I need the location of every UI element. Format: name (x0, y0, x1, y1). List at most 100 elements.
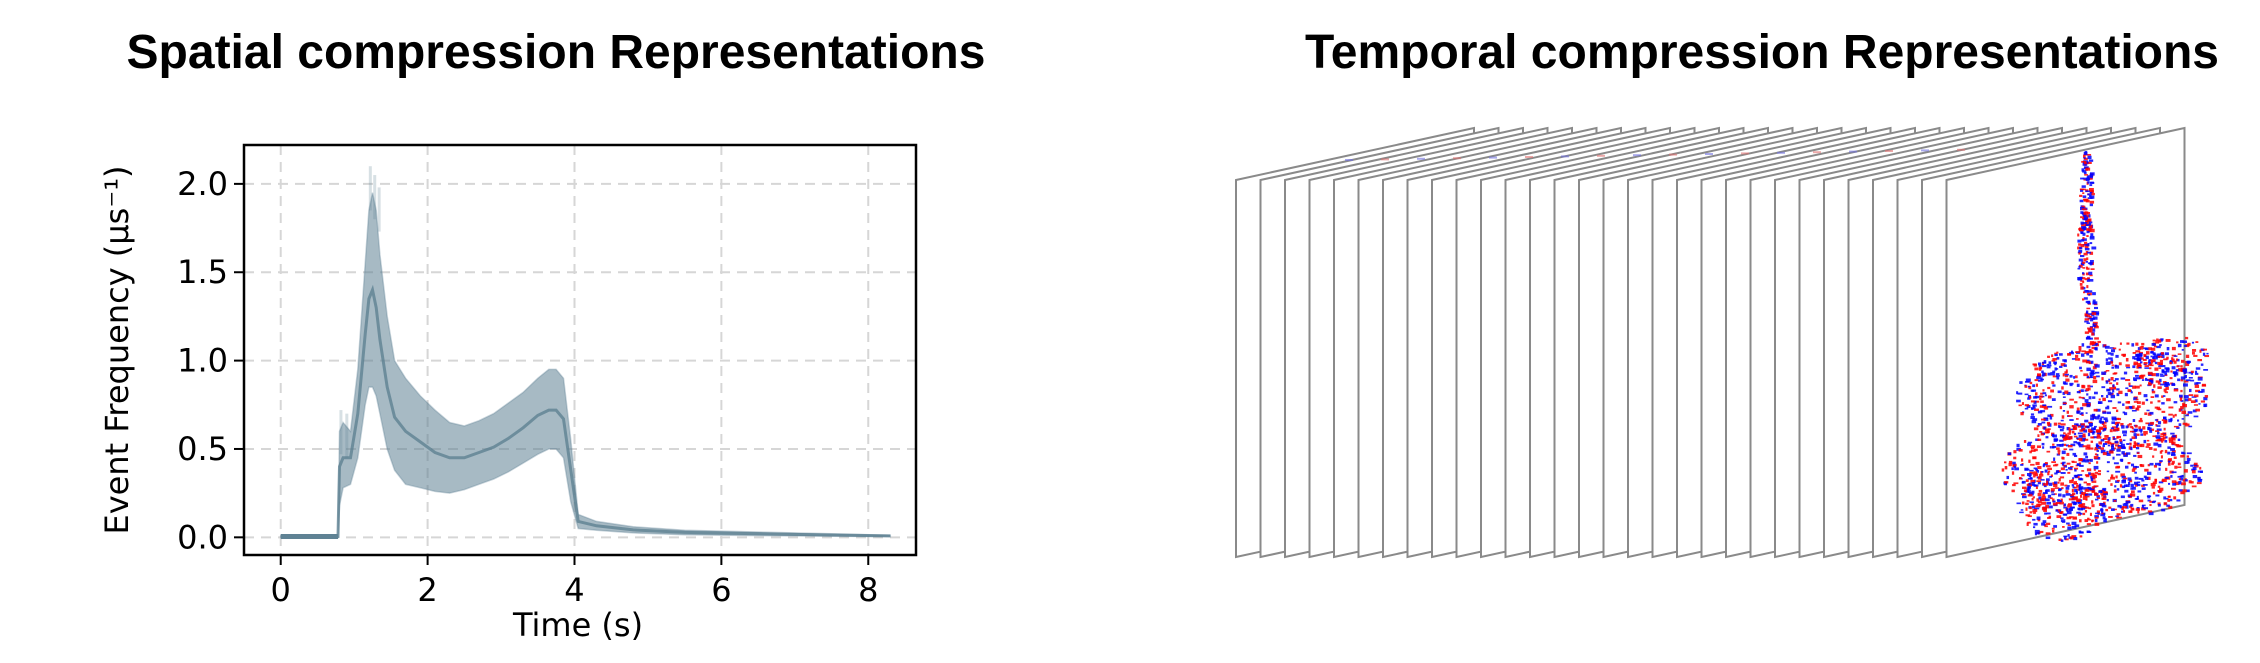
event-dot (2167, 462, 2171, 466)
event-dot (2173, 456, 2177, 459)
event-dot (2004, 461, 2007, 464)
event-dot (2081, 350, 2086, 353)
event-dot (2181, 349, 2184, 351)
event-dot (2081, 185, 2086, 188)
event-dot (2051, 398, 2056, 401)
event-dot (2091, 427, 2096, 431)
event-dot (2085, 488, 2089, 491)
event-dot (2075, 358, 2079, 361)
event-dot (2134, 483, 2138, 487)
event-dot (2074, 524, 2080, 528)
event-dot (2081, 385, 2086, 389)
event-dot (2067, 485, 2070, 487)
event-dot (2135, 407, 2140, 411)
event-dot (2093, 469, 2096, 471)
event-dot (2054, 463, 2059, 466)
event-dot (2101, 377, 2104, 381)
event-dot (2089, 190, 2094, 193)
event-dot (2122, 506, 2127, 509)
event-dot (2203, 396, 2208, 401)
event-dot (2115, 421, 2121, 424)
event-dot (2117, 516, 2122, 519)
event-dot (2080, 221, 2084, 225)
event-dot (2138, 365, 2142, 367)
event-dot (2155, 435, 2161, 439)
event-dot (2066, 510, 2072, 515)
event-dot (2149, 429, 2153, 433)
event-dot (2187, 360, 2190, 364)
event-dot (2115, 515, 2119, 518)
event-dot (2135, 508, 2140, 511)
event-dot (2071, 488, 2074, 493)
event-dot (2069, 436, 2073, 440)
event-dot (2164, 373, 2168, 376)
event-dot (2085, 189, 2089, 191)
event-dot (2100, 508, 2103, 511)
event-dot (2051, 359, 2056, 362)
event-dot (2161, 395, 2164, 398)
event-dot (2085, 336, 2090, 340)
event-dot (2087, 329, 2092, 333)
event-dot (2176, 358, 2179, 361)
event-dot (2051, 493, 2055, 496)
event-dot (2094, 516, 2099, 519)
event-dot (2065, 369, 2068, 373)
event-dot (2013, 482, 2019, 485)
event-dot (2088, 214, 2091, 218)
event-dot (2077, 432, 2083, 435)
event-dot (2072, 517, 2078, 520)
event-dot (2173, 401, 2178, 404)
event-dot (2115, 444, 2120, 447)
y-tick-label: 2.0 (177, 165, 228, 203)
event-dot (2124, 484, 2128, 487)
event-dot (2035, 507, 2040, 510)
event-dot (2102, 438, 2108, 441)
event-dot (2087, 493, 2093, 496)
event-dot (2063, 432, 2066, 435)
event-dot (2065, 469, 2068, 471)
event-dot (2092, 316, 2098, 320)
event-dot (2111, 366, 2115, 369)
event-dot (2057, 499, 2062, 503)
event-dot (2062, 434, 2066, 439)
event-dot (2083, 157, 2086, 159)
event-dot (2059, 434, 2064, 437)
event-dot (2113, 428, 2117, 432)
event-dot (2157, 490, 2163, 493)
event-dot (2168, 460, 2171, 464)
event-dot (2034, 408, 2039, 411)
event-dot (2033, 396, 2038, 399)
event-dot (2135, 447, 2140, 450)
event-dot (2094, 515, 2099, 518)
event-dot (2173, 388, 2179, 392)
event-dot (2093, 485, 2099, 488)
event-dot (2087, 387, 2091, 391)
event-dot (2158, 438, 2162, 441)
event-dot (2105, 358, 2109, 362)
event-dot (2134, 481, 2139, 485)
event-dot (2175, 444, 2179, 447)
event-dot (2088, 421, 2093, 424)
event-dot (2094, 371, 2100, 374)
event-dot (2091, 192, 2095, 196)
event-dot (2088, 350, 2094, 354)
event-dot (2070, 428, 2074, 431)
event-dot (2037, 518, 2041, 522)
event-dot (2053, 422, 2058, 426)
event-dot (2067, 432, 2071, 435)
event-dot (2160, 450, 2164, 452)
event-dot (2044, 512, 2048, 515)
event-dot (2041, 421, 2046, 424)
event-dot (2082, 244, 2088, 246)
event-dot (2081, 492, 2086, 496)
event-dot (2094, 522, 2100, 526)
event-dot (2133, 454, 2137, 457)
event-dot (2194, 399, 2198, 403)
event-dot (2080, 370, 2083, 372)
event-dot (2085, 495, 2090, 498)
event-dot (2090, 233, 2094, 237)
event-dot (2184, 398, 2189, 402)
event-dot (2200, 363, 2204, 366)
event-dot (2063, 506, 2068, 509)
event-dot (2020, 509, 2024, 511)
